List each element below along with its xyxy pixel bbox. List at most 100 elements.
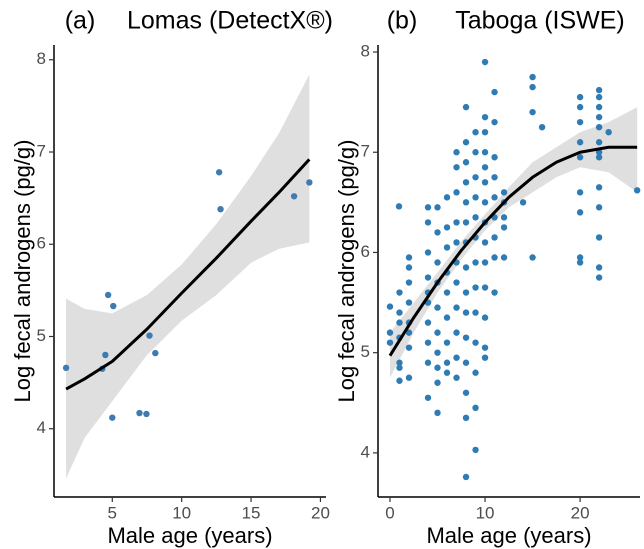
data-point [529, 108, 536, 116]
data-point [396, 359, 403, 366]
data-point [434, 349, 441, 356]
y-axis-title: Log fecal androgens (pg/g) [10, 140, 35, 403]
data-point [462, 309, 470, 316]
y-tick-label: 7 [37, 141, 46, 160]
data-point [396, 309, 403, 316]
data-point [595, 274, 603, 281]
data-point [152, 349, 159, 357]
data-point [424, 319, 432, 326]
data-point [443, 369, 451, 376]
data-point [443, 194, 451, 201]
data-point [434, 229, 441, 236]
data-point [481, 113, 489, 121]
data-point [424, 394, 432, 401]
confidence-band [66, 74, 310, 479]
data-point [434, 259, 441, 266]
data-point [491, 118, 498, 126]
data-point [576, 254, 584, 261]
x-axis-title: Male age (years) [107, 523, 272, 548]
data-point [424, 274, 432, 281]
data-point [481, 239, 489, 246]
y-tick-label: 6 [37, 234, 46, 253]
data-point [462, 414, 470, 422]
data-point [405, 264, 413, 271]
y-tick-label: 6 [361, 242, 370, 261]
data-point [306, 179, 313, 186]
data-point [481, 179, 489, 186]
data-point [462, 179, 470, 186]
data-point [443, 224, 451, 231]
data-point [453, 354, 460, 361]
x-axis-title: Male age (years) [426, 523, 591, 548]
data-point [102, 351, 109, 359]
y-tick-label: 5 [361, 342, 370, 361]
data-point [386, 339, 394, 346]
data-point [434, 204, 441, 211]
data-point [576, 154, 584, 161]
data-point [472, 128, 479, 136]
data-point [136, 409, 143, 417]
data-point [576, 209, 584, 216]
x-tick-label: 0 [385, 503, 394, 522]
data-point [481, 149, 489, 156]
data-point [424, 359, 432, 366]
data-point [500, 189, 508, 196]
data-point [453, 374, 460, 381]
panel-label: (b) [387, 7, 418, 35]
data-point [472, 446, 479, 454]
data-point [576, 118, 584, 126]
data-point [424, 339, 432, 346]
data-point [472, 339, 479, 346]
data-point [396, 289, 403, 296]
data-point [424, 204, 432, 211]
data-point [443, 359, 451, 366]
data-point [462, 139, 470, 146]
x-tick-label: 15 [242, 503, 261, 522]
data-point [472, 309, 479, 316]
data-point [396, 319, 403, 326]
data-point [472, 214, 479, 221]
data-point [453, 164, 460, 171]
data-point [217, 205, 224, 213]
data-point [424, 249, 432, 256]
data-point [215, 169, 223, 176]
data-point [462, 103, 470, 111]
data-point [405, 279, 413, 286]
data-point [424, 219, 432, 226]
data-point [453, 219, 460, 226]
panel-label: (a) [65, 7, 96, 35]
data-point [396, 377, 403, 384]
data-point [462, 199, 470, 206]
data-point [491, 194, 498, 201]
data-point [62, 364, 70, 372]
data-point [529, 83, 536, 91]
data-point [472, 259, 479, 266]
data-point [443, 289, 451, 296]
data-point [576, 93, 584, 101]
data-point [491, 254, 498, 261]
data-point [462, 473, 470, 481]
data-point [395, 203, 403, 210]
data-point [146, 332, 153, 339]
data-point [605, 128, 612, 136]
data-point [405, 374, 413, 381]
data-point [472, 149, 479, 156]
data-point [481, 314, 489, 321]
data-point [290, 193, 298, 200]
y-tick-label: 8 [361, 41, 370, 60]
data-point [481, 128, 489, 136]
panel-title: Taboga (ISWE) [455, 7, 625, 35]
data-point [500, 214, 508, 221]
data-point [491, 289, 498, 296]
data-point [453, 279, 460, 286]
x-tick-label: 10 [172, 503, 191, 522]
data-point [595, 154, 603, 161]
data-point [500, 224, 508, 231]
data-point [472, 404, 479, 412]
data-point [529, 73, 536, 81]
data-point [386, 303, 394, 310]
fit-line [388, 145, 638, 357]
data-point [633, 187, 641, 194]
data-point [472, 194, 479, 201]
data-point [595, 86, 603, 94]
